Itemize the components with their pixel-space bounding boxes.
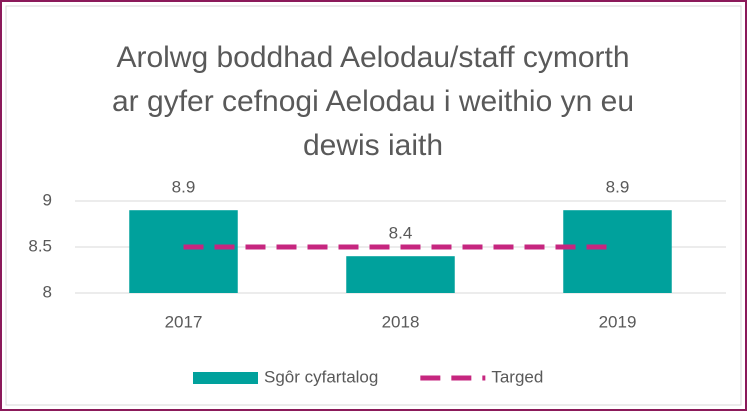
bar	[346, 256, 455, 293]
x-tick-label: 2019	[599, 312, 637, 331]
y-tick-label: 8.5	[28, 236, 52, 255]
y-tick-label: 9	[43, 190, 52, 209]
bar	[129, 210, 238, 293]
data-label: 8.4	[389, 224, 413, 243]
legend-label: Sgôr cyfartalog	[264, 367, 378, 386]
bar	[563, 210, 672, 293]
legend-label: Targed	[491, 367, 543, 386]
chart-title: Arolwg boddhad Aelodau/staff cymorth ar …	[112, 41, 634, 162]
data-label: 8.9	[606, 178, 630, 197]
data-label: 8.9	[172, 178, 196, 197]
inner-border	[5, 5, 742, 406]
x-tick-label: 2017	[165, 312, 203, 331]
legend-swatch	[193, 372, 258, 384]
x-tick-label: 2018	[382, 312, 420, 331]
y-tick-label: 8	[43, 282, 52, 301]
